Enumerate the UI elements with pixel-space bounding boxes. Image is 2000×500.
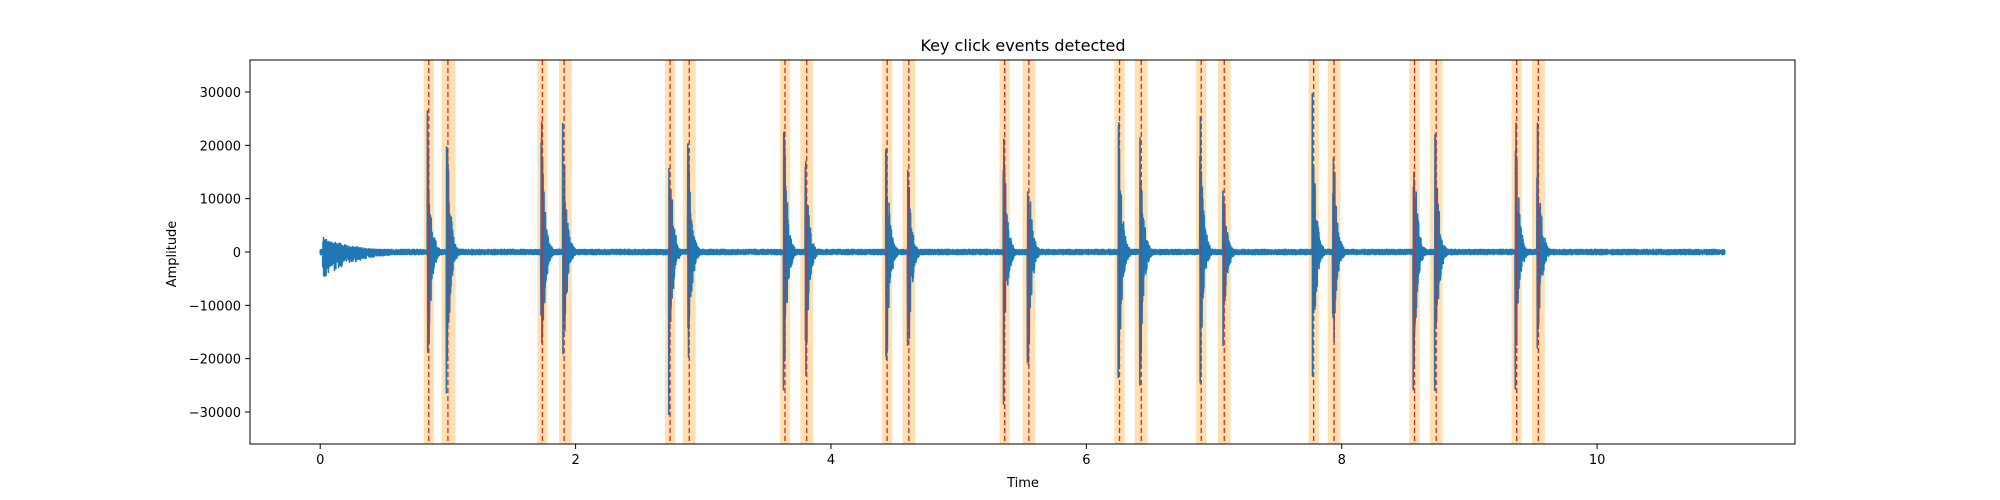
x-tick-label: 4 <box>827 453 835 468</box>
event-lines <box>428 60 1540 444</box>
y-tick-label: −30000 <box>189 406 241 421</box>
x-tick-label: 10 <box>1589 453 1606 468</box>
waveform-line <box>319 92 1726 416</box>
x-tick-label: 0 <box>316 453 324 468</box>
y-tick-label: 0 <box>233 246 241 261</box>
plot-frame <box>249 59 1796 445</box>
x-tick-label: 6 <box>1082 453 1090 468</box>
x-tick-label: 8 <box>1338 453 1346 468</box>
y-tick-label: −10000 <box>189 299 241 314</box>
x-axis-ticks: 0 2 4 6 8 10 <box>316 444 1605 468</box>
x-axis-label: Time <box>1006 476 1039 491</box>
waveform-series <box>319 92 1726 416</box>
y-tick-label: −20000 <box>189 353 241 368</box>
y-axis-label: Amplitude <box>165 221 180 288</box>
x-tick-label: 2 <box>571 453 579 468</box>
y-tick-label: 20000 <box>200 139 241 154</box>
y-tick-label: 30000 <box>200 86 241 101</box>
chart-title: Key click events detected <box>920 36 1125 55</box>
y-axis-ticks: −30000 −20000 −10000 0 10000 20000 30000 <box>189 86 250 421</box>
y-tick-label: 10000 <box>200 193 241 208</box>
